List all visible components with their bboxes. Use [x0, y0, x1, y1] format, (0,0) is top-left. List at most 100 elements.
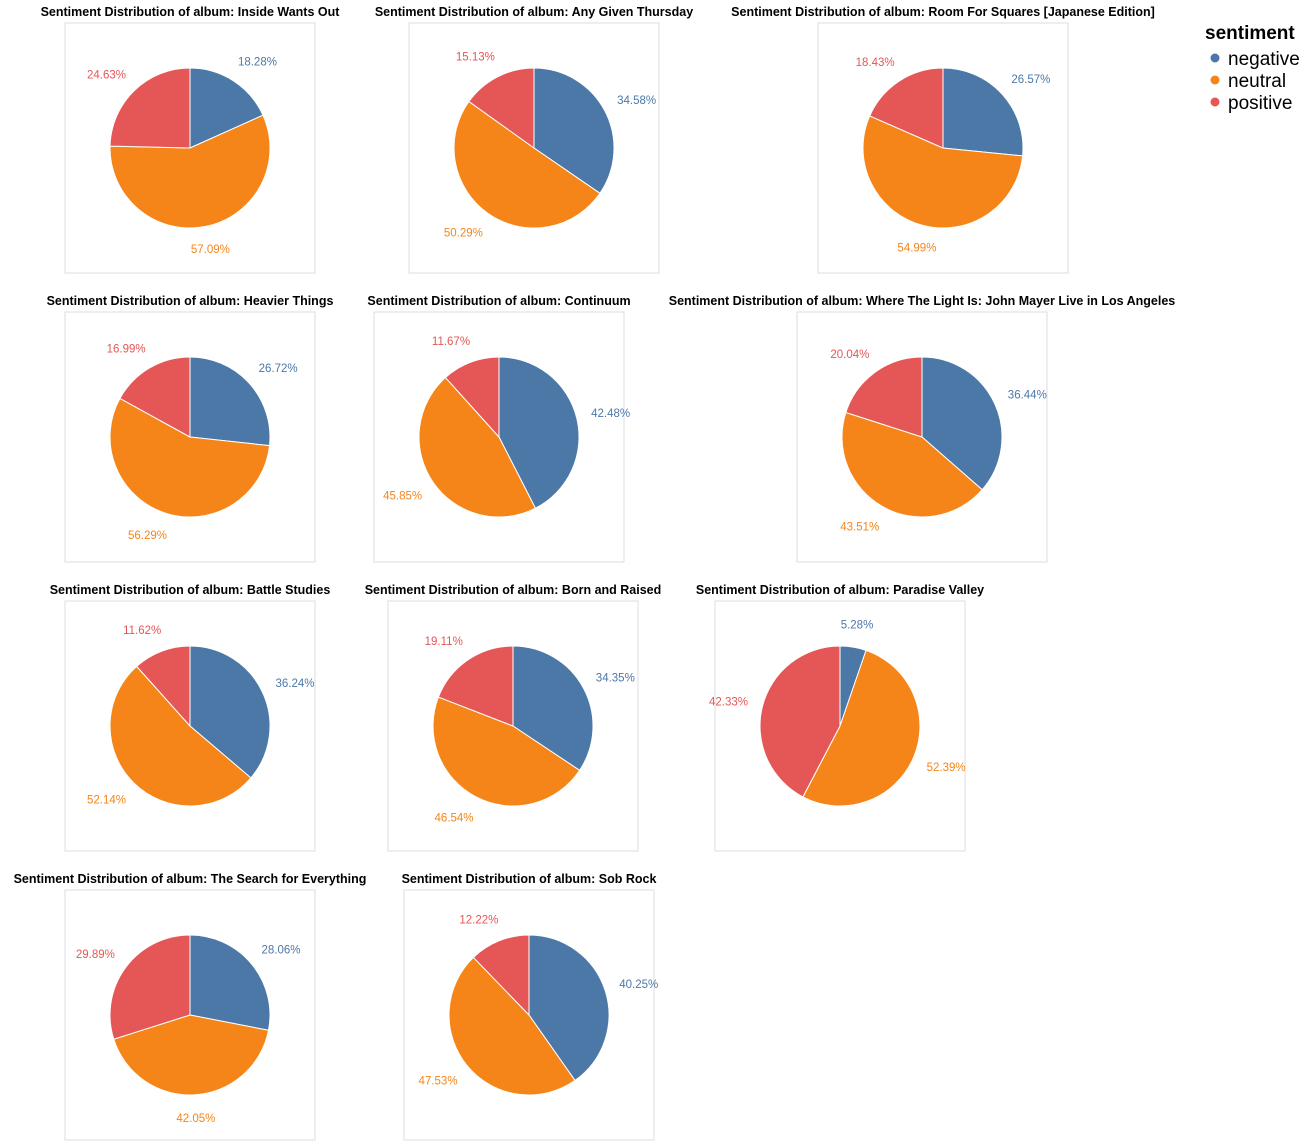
pie-slice-neutral: [453, 100, 601, 229]
slice-label-neutral: 52.39%: [927, 762, 966, 774]
slice-label-neutral: 47.53%: [419, 1076, 458, 1088]
slice-label-positive: 11.67%: [432, 336, 470, 348]
slice-label-negative: 34.35%: [596, 672, 635, 684]
pie-slice-neutral: [432, 696, 581, 807]
legend-swatch-negative: [1210, 53, 1220, 63]
slice-label-negative: 36.44%: [1008, 389, 1047, 401]
pie-panel: Sentiment Distribution of album: Heavier…: [47, 294, 334, 563]
panel-frame: [64, 311, 316, 563]
slice-label-positive: 29.89%: [76, 949, 115, 961]
pie-slice-positive: [444, 356, 500, 439]
slice-label-positive: 16.99%: [107, 343, 146, 355]
slice-label-positive: 24.63%: [87, 69, 126, 81]
chart-title: Sentiment Distribution of album: Any Giv…: [375, 5, 693, 19]
pie-panel: Sentiment Distribution of album: Where T…: [669, 294, 1176, 563]
pie-slice-neutral: [448, 956, 576, 1096]
panel-frame: [796, 311, 1048, 563]
slice-label-negative: 34.58%: [617, 95, 656, 107]
chart-title: Sentiment Distribution of album: Inside …: [41, 5, 341, 19]
pie-slice-positive: [119, 356, 191, 438]
slice-label-positive: 20.04%: [830, 349, 869, 361]
slice-label-neutral: 57.09%: [191, 244, 230, 256]
pie-slice-negative: [942, 67, 1024, 157]
pie-slice-positive: [468, 67, 535, 149]
pie-panel: Sentiment Distribution of album: Room Fo…: [731, 5, 1155, 274]
slice-label-neutral: 43.51%: [840, 522, 879, 534]
slice-label-neutral: 52.14%: [87, 795, 126, 807]
slice-label-negative: 42.48%: [591, 408, 630, 420]
slice-label-negative: 28.06%: [261, 944, 300, 956]
legend-swatch-neutral: [1210, 75, 1220, 85]
panel-frame: [714, 600, 966, 852]
slice-label-negative: 5.28%: [841, 619, 874, 631]
pie-panel: Sentiment Distribution of album: Continu…: [367, 294, 631, 563]
pie-slice-neutral: [109, 397, 271, 518]
pie-slice-neutral: [418, 376, 537, 518]
panel-frame: [64, 889, 316, 1141]
pie-slice-negative: [921, 356, 1003, 491]
pie-panel: Sentiment Distribution of album: Sob Roc…: [402, 872, 658, 1141]
pie-slice-negative: [189, 934, 271, 1031]
chart-title: Sentiment Distribution of album: Paradis…: [696, 583, 984, 597]
legend-item-neutral: neutral: [1210, 71, 1286, 92]
slice-label-positive: 42.33%: [709, 696, 748, 708]
pie-slice-negative: [533, 67, 615, 194]
slice-label-positive: 12.22%: [459, 914, 498, 926]
chart-title: Sentiment Distribution of album: Born an…: [365, 583, 662, 597]
legend-title: sentiment: [1205, 23, 1295, 44]
slice-label-negative: 26.57%: [1011, 74, 1050, 86]
slice-label-negative: 26.72%: [259, 363, 298, 375]
chart-title: Sentiment Distribution of album: Sob Roc…: [402, 872, 657, 886]
legend-item-negative: negative: [1210, 49, 1300, 70]
panel-frame: [408, 22, 660, 274]
legend: sentiment negative neutral positive: [1205, 23, 1300, 114]
pie-panel: Sentiment Distribution of album: Battle …: [50, 583, 331, 852]
chart-title: Sentiment Distribution of album: Room Fo…: [731, 5, 1155, 19]
panel-frame: [64, 22, 316, 274]
pie-panel: Sentiment Distribution of album: Inside …: [41, 5, 341, 274]
slice-label-positive: 15.13%: [456, 51, 495, 63]
panel-frame: [373, 311, 625, 563]
legend-swatch-positive: [1210, 97, 1220, 107]
slice-label-neutral: 42.05%: [176, 1113, 215, 1125]
pie-slice-neutral: [109, 114, 271, 229]
panel-frame: [403, 889, 655, 1141]
chart-title: Sentiment Distribution of album: Where T…: [669, 294, 1176, 308]
legend-label-neutral: neutral: [1228, 71, 1286, 92]
slice-label-negative: 36.24%: [276, 678, 315, 690]
slice-label-positive: 18.43%: [856, 57, 895, 69]
pie-slice-positive: [437, 645, 514, 727]
pie-slice-positive: [869, 67, 944, 149]
pie-slice-neutral: [841, 411, 983, 518]
chart-title: Sentiment Distribution of album: Continu…: [367, 294, 630, 308]
slice-label-positive: 11.62%: [123, 625, 161, 637]
pie-slice-positive: [109, 934, 191, 1040]
chart-title: Sentiment Distribution of album: Heavier…: [47, 294, 334, 308]
slice-label-neutral: 50.29%: [444, 227, 483, 239]
legend-label-positive: positive: [1228, 93, 1292, 114]
slice-label-neutral: 56.29%: [128, 530, 167, 542]
pie-slice-neutral: [802, 649, 921, 807]
pie-slice-positive: [135, 645, 191, 728]
legend-item-positive: positive: [1210, 93, 1292, 114]
pie-slice-negative: [189, 645, 271, 779]
slice-label-neutral: 46.54%: [435, 812, 474, 824]
pie-slice-neutral: [109, 665, 252, 807]
pie-panel: Sentiment Distribution of album: Born an…: [365, 583, 662, 852]
pie-panel: Sentiment Distribution of album: Any Giv…: [375, 5, 693, 274]
legend-label-negative: negative: [1228, 49, 1300, 70]
chart-title: Sentiment Distribution of album: The Sea…: [14, 872, 367, 886]
pie-panel: Sentiment Distribution of album: The Sea…: [14, 872, 367, 1141]
pie-slice-positive: [759, 645, 841, 798]
pie-slice-positive: [109, 67, 191, 149]
chart-panels: Sentiment Distribution of album: Inside …: [14, 5, 1176, 1141]
panel-frame: [64, 600, 316, 852]
pie-slice-negative: [189, 356, 271, 447]
slice-label-neutral: 54.99%: [897, 243, 936, 255]
pie-slice-positive: [472, 934, 530, 1017]
chart-title: Sentiment Distribution of album: Battle …: [50, 583, 331, 597]
pie-slice-neutral: [862, 115, 1024, 229]
slice-label-positive: 19.11%: [425, 636, 463, 648]
pie-slice-negative: [189, 67, 264, 149]
